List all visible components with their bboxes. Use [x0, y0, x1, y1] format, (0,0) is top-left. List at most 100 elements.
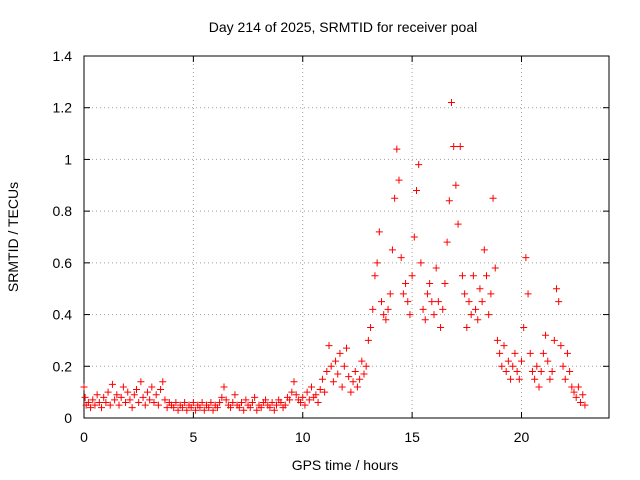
data-point — [566, 367, 574, 375]
data-point — [257, 404, 265, 412]
data-point — [430, 311, 438, 319]
data-point — [148, 383, 156, 391]
data-point — [351, 367, 359, 375]
data-point — [450, 143, 458, 150]
data-point — [382, 316, 390, 324]
data-point — [251, 393, 259, 401]
data-point — [178, 404, 186, 412]
data-point — [428, 298, 436, 306]
data-point — [347, 388, 355, 396]
data-point — [504, 357, 512, 365]
data-point — [419, 305, 427, 313]
data-point — [362, 362, 370, 370]
data-point — [334, 370, 342, 378]
data-point — [266, 404, 274, 412]
data-point — [353, 383, 361, 391]
data-point — [559, 362, 567, 370]
y-tick-label: 0.2 — [53, 358, 73, 374]
data-point — [380, 311, 388, 319]
data-point — [187, 404, 195, 412]
data-point — [581, 401, 589, 409]
x-axis: 0 5 10 15 20 — [80, 56, 529, 445]
data-point — [152, 391, 160, 399]
data-point — [318, 375, 326, 383]
data-point — [181, 398, 189, 406]
x-axis-title: GPS time / hours — [292, 457, 399, 473]
data-point — [443, 238, 451, 246]
data-point — [349, 378, 357, 386]
data-point — [242, 396, 250, 404]
data-point — [356, 375, 364, 383]
y-tick-label: 1.4 — [53, 48, 73, 64]
data-point — [89, 396, 97, 404]
data-point — [454, 220, 462, 228]
data-point — [509, 362, 517, 370]
data-point — [119, 383, 127, 391]
data-point — [133, 386, 140, 394]
data-point — [524, 290, 532, 298]
data-point — [577, 398, 585, 406]
data-point — [544, 357, 552, 365]
data-point — [498, 362, 506, 370]
data-point — [143, 388, 151, 396]
data-point — [553, 285, 560, 293]
data-point — [456, 143, 464, 150]
plot-frame — [83, 55, 610, 419]
data-point — [115, 401, 123, 409]
data-point — [391, 194, 399, 202]
data-point — [388, 246, 396, 254]
data-point — [402, 280, 410, 288]
data-point — [568, 383, 576, 391]
data-point — [415, 161, 423, 169]
chart-title: Day 214 of 2025, SRMTID for receiver poa… — [209, 19, 477, 35]
data-point — [371, 272, 379, 280]
data-point — [483, 272, 490, 280]
data-point — [404, 298, 412, 306]
data-point — [189, 398, 197, 406]
data-point — [290, 378, 298, 386]
data-point — [408, 272, 416, 280]
data-point — [579, 391, 587, 399]
data-point — [561, 375, 569, 383]
data-point — [452, 181, 460, 189]
data-point — [539, 349, 547, 357]
y-tick-label: 1 — [64, 151, 72, 167]
data-point — [216, 398, 224, 406]
data-point — [205, 404, 213, 412]
data-point — [533, 362, 541, 370]
data-point — [240, 406, 248, 414]
data-point — [417, 259, 425, 267]
data-point — [515, 375, 523, 383]
y-tick-label: 0.8 — [53, 203, 73, 219]
data-point — [406, 311, 414, 319]
data-point — [531, 375, 539, 383]
data-point — [426, 280, 434, 288]
data-point — [386, 290, 394, 298]
data-point — [297, 398, 305, 406]
data-point — [535, 383, 543, 391]
data-point — [448, 99, 455, 107]
data-point — [410, 233, 418, 241]
data-point — [384, 305, 392, 313]
data-point — [502, 367, 510, 375]
data-point — [316, 386, 324, 394]
data-point — [496, 349, 504, 357]
data-point — [80, 383, 88, 391]
data-point — [154, 401, 162, 409]
data-point — [563, 349, 571, 357]
y-tick-label: 0.4 — [53, 307, 73, 323]
data-point — [235, 404, 243, 412]
y-tick-label: 1.2 — [53, 100, 73, 116]
data-point — [395, 176, 403, 184]
data-point — [87, 404, 95, 412]
data-point — [292, 391, 300, 399]
data-point — [106, 401, 114, 409]
data-point — [557, 342, 565, 350]
x-tick-label: 20 — [514, 429, 530, 445]
data-point — [469, 272, 477, 280]
data-point — [117, 393, 125, 401]
data-point — [299, 393, 307, 401]
data-point — [369, 305, 377, 313]
data-point — [209, 406, 217, 414]
